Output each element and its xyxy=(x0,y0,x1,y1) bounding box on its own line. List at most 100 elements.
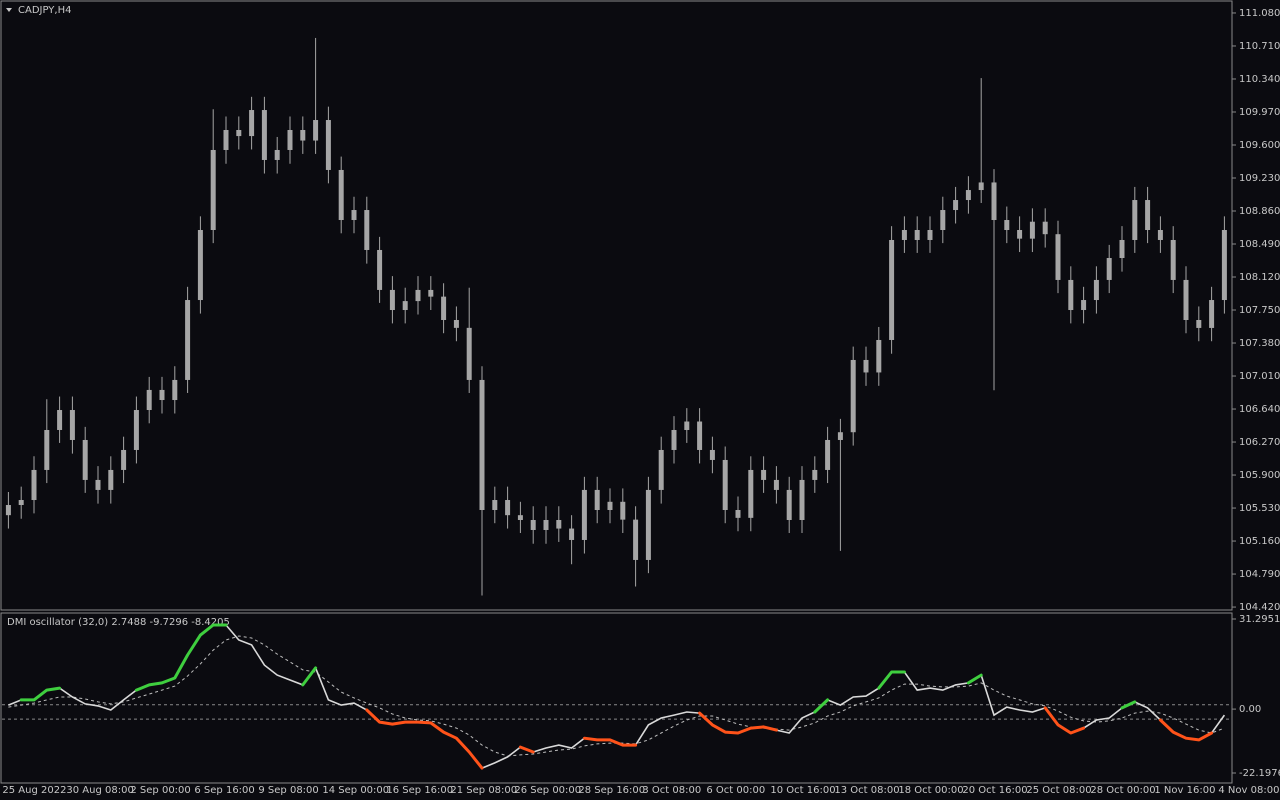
candle-body xyxy=(1221,230,1227,301)
candle-body xyxy=(146,389,152,411)
y-tick-label: 104.420 xyxy=(1239,602,1280,613)
x-tick-label: 1 Nov 16:00 xyxy=(1154,785,1215,796)
candle-body xyxy=(799,479,805,520)
candle-body xyxy=(505,500,511,516)
candle-body xyxy=(901,230,907,240)
candle-body xyxy=(1029,221,1035,239)
candle-body xyxy=(69,410,75,440)
candle-body xyxy=(735,510,741,518)
y-tick-label: -22.1976 xyxy=(1239,768,1280,779)
candle-body xyxy=(57,410,63,430)
candle-body xyxy=(991,182,997,221)
candle-body xyxy=(108,469,114,490)
x-tick-label: 14 Sep 00:00 xyxy=(322,785,389,796)
candle-body xyxy=(594,489,600,511)
main-panel-frame xyxy=(0,0,1233,611)
candle-body xyxy=(1106,258,1112,280)
candle-body xyxy=(31,469,37,501)
y-tick-label: 31.2951 xyxy=(1239,614,1280,625)
y-tick-label: 108.860 xyxy=(1239,206,1280,217)
candle-body xyxy=(607,501,613,511)
candle-body xyxy=(1017,230,1023,239)
candle-body xyxy=(965,190,971,201)
candle-body xyxy=(453,320,459,328)
candle-body xyxy=(850,359,856,433)
candle-body xyxy=(351,210,357,221)
candle-body xyxy=(684,421,690,430)
candle-body xyxy=(825,439,831,470)
candle-body xyxy=(812,469,818,480)
candle-body xyxy=(133,410,139,450)
candle-body xyxy=(402,301,408,311)
y-tick-label: 110.710 xyxy=(1239,41,1280,52)
candle-body xyxy=(172,379,178,401)
x-tick-label: 4 Nov 08:00 xyxy=(1218,785,1279,796)
y-tick-label: 107.380 xyxy=(1239,338,1280,349)
candle-body xyxy=(377,249,383,290)
x-tick-label: 2 Sep 00:00 xyxy=(130,785,190,796)
y-tick-label: 108.490 xyxy=(1239,239,1280,250)
x-tick-label: 20 Oct 16:00 xyxy=(962,785,1027,796)
candle-body xyxy=(287,130,293,150)
candle-body xyxy=(530,519,536,530)
candle-body xyxy=(927,230,933,240)
y-tick-label: 108.120 xyxy=(1239,272,1280,283)
candle-body xyxy=(953,200,959,211)
x-tick-label: 18 Oct 00:00 xyxy=(898,785,963,796)
candle-body xyxy=(492,500,498,511)
candle-body xyxy=(889,239,895,340)
candle-body xyxy=(722,459,728,511)
candle-body xyxy=(261,110,267,160)
candle-body xyxy=(338,169,344,221)
x-tick-label: 25 Oct 08:00 xyxy=(1026,785,1091,796)
candle-body xyxy=(82,439,88,480)
candle-body xyxy=(940,210,946,230)
candle-body xyxy=(543,519,549,530)
collapse-icon[interactable] xyxy=(6,8,12,12)
x-tick-label: 28 Oct 00:00 xyxy=(1090,785,1155,796)
candle-body xyxy=(249,110,255,137)
candle-body xyxy=(1170,239,1176,280)
y-tick-label: 109.600 xyxy=(1239,140,1280,151)
y-tick-label: 105.900 xyxy=(1239,470,1280,481)
oscillator-highlight xyxy=(365,706,1214,770)
candle-body xyxy=(837,432,843,440)
candle-body xyxy=(1145,200,1151,230)
y-tick-label: 105.530 xyxy=(1239,503,1280,514)
candle-body xyxy=(185,300,191,380)
x-tick-label: 13 Oct 08:00 xyxy=(834,785,899,796)
x-tick-label: 30 Aug 08:00 xyxy=(66,785,133,796)
oscillator-highlight xyxy=(19,623,1137,714)
candle-body xyxy=(1042,221,1048,235)
candle-body xyxy=(876,339,882,373)
candle-body xyxy=(1068,279,1074,311)
candle-body xyxy=(415,289,421,302)
candle-body xyxy=(121,449,127,470)
candle-body xyxy=(671,429,677,450)
candle-body xyxy=(364,210,370,250)
y-tick-label: 110.340 xyxy=(1239,74,1280,85)
candle-body xyxy=(748,469,754,518)
candle-body xyxy=(1183,279,1189,321)
candle-body xyxy=(300,130,306,141)
candle-body xyxy=(95,479,101,490)
candle-body xyxy=(569,528,575,540)
candle-body xyxy=(466,327,472,380)
x-tick-label: 28 Sep 16:00 xyxy=(578,785,645,796)
x-tick-label: 10 Oct 16:00 xyxy=(770,785,835,796)
candle-body xyxy=(210,149,216,230)
candle-body xyxy=(914,230,920,240)
y-tick-label: 106.640 xyxy=(1239,404,1280,415)
candle-body xyxy=(517,515,523,520)
y-tick-label: 111.080 xyxy=(1239,8,1280,19)
candle-body xyxy=(274,149,280,160)
candle-body xyxy=(1209,300,1215,328)
candle-body xyxy=(236,130,242,137)
x-tick-label: 6 Oct 00:00 xyxy=(706,785,765,796)
candle-body xyxy=(441,296,447,321)
y-tick-label: 109.970 xyxy=(1239,107,1280,118)
y-tick-label: 107.750 xyxy=(1239,305,1280,316)
candle-body xyxy=(773,479,779,490)
oscillator-line xyxy=(8,624,1226,770)
